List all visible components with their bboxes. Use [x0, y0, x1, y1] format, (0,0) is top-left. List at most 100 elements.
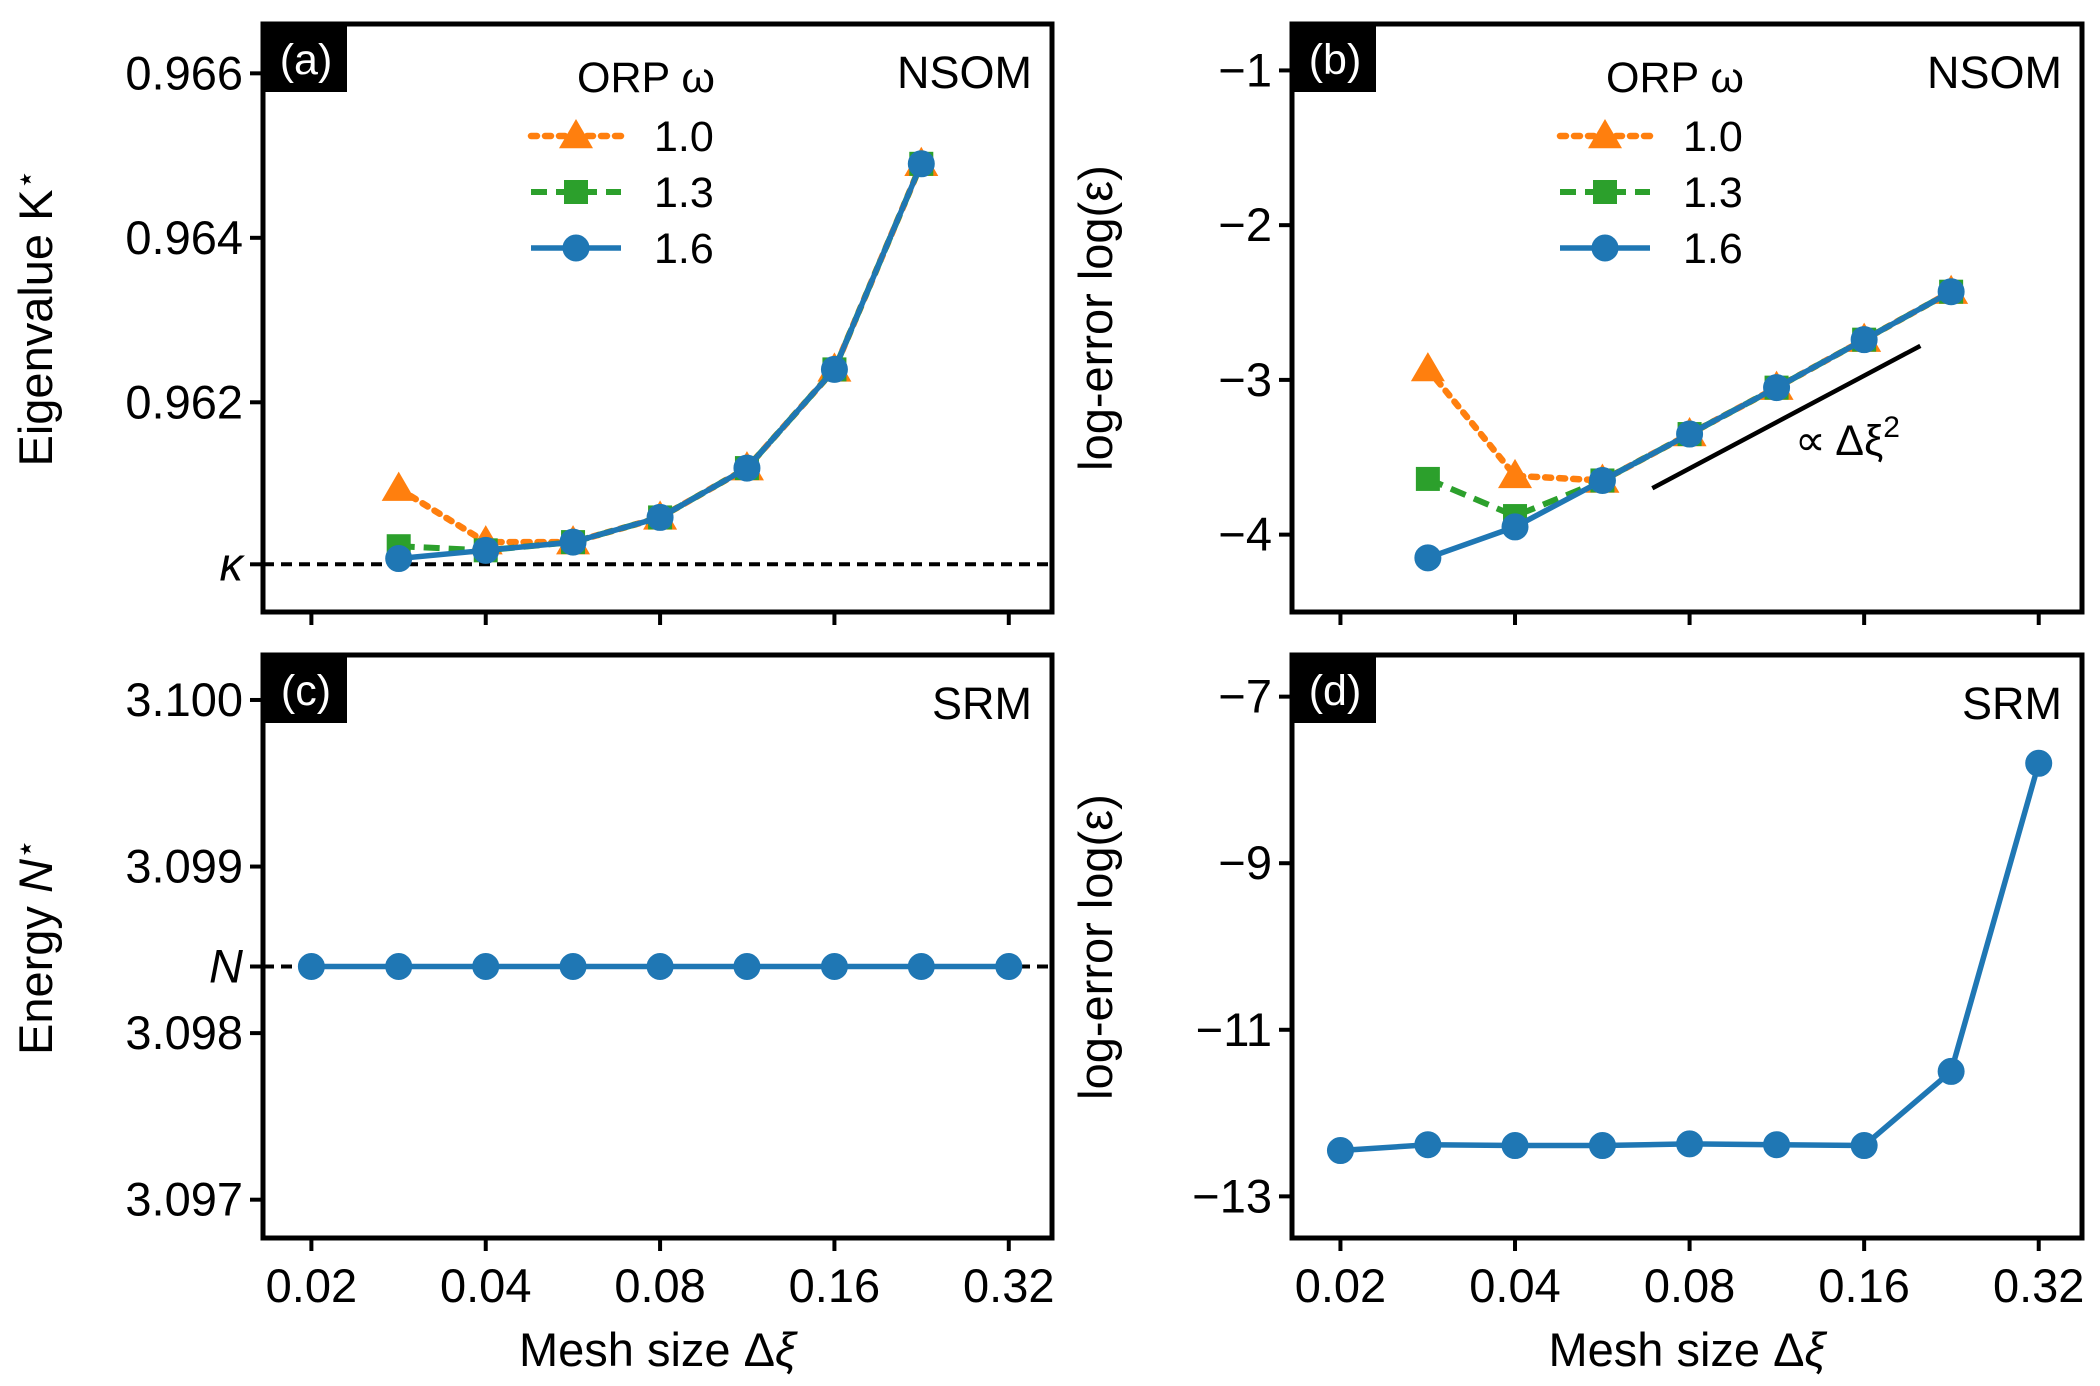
- legend-marker: [1588, 119, 1622, 149]
- panel-c: 0.02 0.04 0.08 0.16 0.32 3.097 3.098 3.099 3.100…: [7, 652, 1055, 1376]
- y-axis-label-sup: ⋆: [7, 839, 43, 859]
- data-point: [1588, 1132, 1616, 1160]
- data-point: [907, 952, 935, 980]
- y-tick-label: −1: [1218, 43, 1272, 96]
- data-point: [381, 471, 416, 501]
- panel-d: 0.02 0.04 0.08 0.16 0.32 −13 −11 −9 −7 (d) SRM log-…: [1069, 652, 2085, 1376]
- x-tick-label: 0.02: [266, 1259, 357, 1312]
- data-point: [820, 355, 848, 383]
- y-tick-label: 0.964: [125, 211, 243, 264]
- data-point: [820, 952, 848, 980]
- x-axis-label-var: ξ: [1805, 1323, 1828, 1376]
- data-point: [1763, 1131, 1791, 1159]
- panel-label: (b): [1309, 36, 1362, 84]
- data-point: [1410, 352, 1445, 382]
- legend-marker: [1593, 180, 1617, 204]
- x-tick-label: 0.02: [1295, 1259, 1386, 1312]
- panel-b: −4 −3 −2 −1 ∝ Δξ2 (b) NSOM ORP ω 1.0 1.3 1.6 log-er…: [1069, 21, 2085, 625]
- data-point: [1850, 1132, 1878, 1160]
- legend-marker: [1591, 234, 1619, 262]
- panel-label-box: [1294, 26, 1376, 92]
- y-axis-label: Energy N⋆: [7, 839, 62, 1055]
- y-axis-label-sup: ⋆: [7, 169, 43, 189]
- legend-label: 1.6: [1683, 225, 1743, 273]
- x-axis-label-var: ξ: [775, 1323, 798, 1376]
- data-point: [1937, 1057, 1965, 1085]
- x-tick-label: 0.16: [1818, 1259, 1909, 1312]
- data-point: [1676, 1130, 1704, 1158]
- panel-label-box: [265, 26, 347, 92]
- y-tick-label: −11: [1196, 1003, 1272, 1056]
- y-tick-label: 3.100: [125, 673, 243, 726]
- legend-label: 1.0: [654, 113, 714, 161]
- data-point: [472, 952, 500, 980]
- method-label: NSOM: [897, 47, 1032, 98]
- x-axis-label: Mesh size Δξ: [519, 1323, 798, 1376]
- data-point: [1937, 278, 1965, 306]
- y-tick-label: −7: [1218, 670, 1272, 723]
- panel-label-box: [265, 657, 347, 723]
- y-axis-label-text: log-error log(ε): [1069, 165, 1122, 471]
- y-tick-label: −3: [1218, 353, 1272, 406]
- data-point: [297, 952, 325, 980]
- legend-label: 1.6: [654, 225, 714, 273]
- y-axis-label-text: log-error log(ε): [1069, 794, 1122, 1100]
- data-point: [385, 545, 413, 573]
- series-line-1.3: [398, 162, 925, 554]
- method-label: SRM: [932, 678, 1032, 729]
- plot-frame: [1289, 652, 2085, 1241]
- data-point: [559, 528, 587, 556]
- data-point: [733, 454, 761, 482]
- x-axis-label-text: Mesh size Δ: [1548, 1323, 1804, 1376]
- data-point: [1501, 513, 1529, 541]
- panel-a: 0.962 0.964 0.966 κ (a) NSOM ORP ω 1.0 1.3 1.6 Eig…: [7, 21, 1055, 625]
- data-point: [1676, 420, 1704, 448]
- plot-frame: [260, 21, 1055, 615]
- data-point: [646, 952, 674, 980]
- x-tick-label: 0.32: [1993, 1259, 2084, 1312]
- y-tick-label: −9: [1218, 836, 1272, 889]
- data-point: [1414, 544, 1442, 572]
- data-point: [2025, 749, 2053, 777]
- y-axis-label: log-error log(ε): [1069, 165, 1122, 471]
- legend-marker: [559, 119, 593, 149]
- data-point: [559, 952, 587, 980]
- data-point: [646, 503, 674, 531]
- data-point: [1415, 466, 1440, 491]
- slope-annotation-sup: 2: [1883, 411, 1900, 444]
- x-tick-label: 0.04: [1469, 1259, 1560, 1312]
- y-tick-label: −4: [1218, 508, 1272, 561]
- plot-frame: [260, 652, 1055, 1241]
- reference-label: N: [209, 939, 243, 992]
- legend-label: 1.3: [654, 169, 714, 217]
- data-point: [733, 952, 761, 980]
- y-axis-label-var: N: [9, 859, 62, 893]
- x-tick-label: 0.08: [614, 1259, 705, 1312]
- legend-label: 1.3: [1683, 169, 1743, 217]
- data-point: [1326, 1137, 1354, 1165]
- legend-marker: [562, 234, 590, 262]
- legend-label: 1.0: [1683, 113, 1743, 161]
- slope-annotation: ∝ Δξ2: [1795, 411, 1900, 465]
- x-axis-label: Mesh size Δξ: [1548, 1323, 1827, 1376]
- y-tick-label: 3.097: [125, 1173, 243, 1226]
- legend-title: ORP ω: [1606, 54, 1744, 102]
- y-axis-label: log-error log(ε): [1069, 794, 1122, 1100]
- series-line-1.6: [1340, 762, 2042, 1154]
- data-point: [995, 952, 1023, 980]
- slope-annotation-text: ∝ Δξ: [1795, 417, 1883, 465]
- method-label: SRM: [1962, 678, 2062, 729]
- y-tick-label: 3.099: [125, 840, 243, 893]
- data-point: [1588, 466, 1616, 494]
- slope-line: [1651, 343, 1922, 491]
- panel-label: (c): [281, 667, 331, 715]
- y-tick-label: −2: [1218, 198, 1272, 251]
- y-tick-label: 0.966: [125, 46, 243, 99]
- x-tick-label: 0.32: [963, 1259, 1054, 1312]
- y-axis-label-text: Eigenvalue K: [9, 190, 62, 467]
- y-tick-label: 3.098: [125, 1006, 243, 1059]
- panel-label: (d): [1309, 667, 1362, 715]
- legend-title: ORP ω: [577, 54, 715, 102]
- data-point: [472, 536, 500, 564]
